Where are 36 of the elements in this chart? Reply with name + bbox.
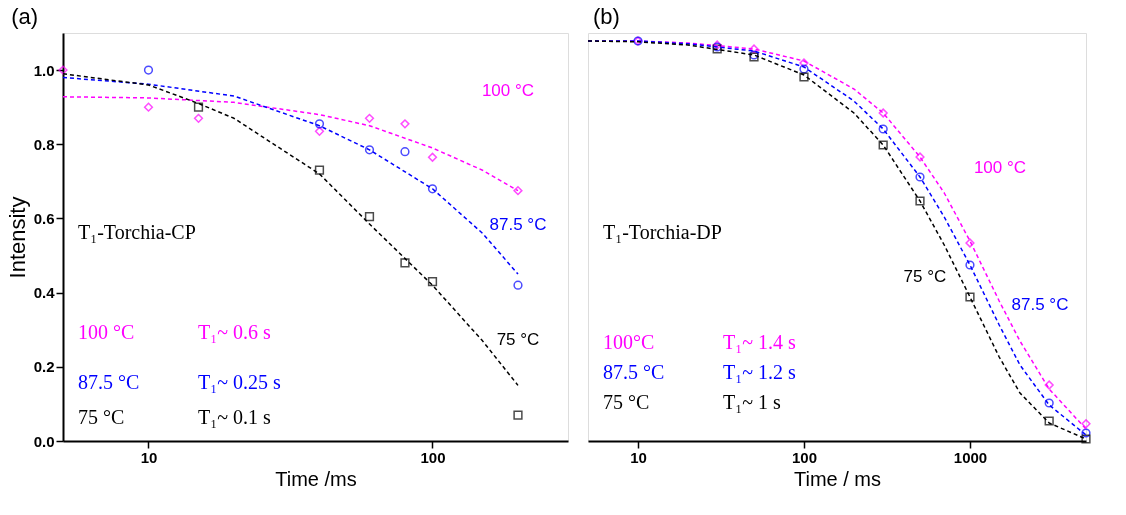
annotation: T₁-Torchia-CP [78, 221, 196, 243]
y-tick-label: 0.8 [33, 135, 55, 153]
x-axis-title: Time / ms [793, 467, 882, 490]
x-tick-label: 100 [420, 448, 446, 466]
annotation: T₁~ 0.6 s [198, 321, 272, 343]
annotation: 100°C [603, 331, 655, 353]
chart-title: (a) [11, 4, 39, 29]
annotation: T₁~ 0.1 s [198, 406, 272, 428]
x-tick-label: 100 [791, 448, 817, 466]
x-axis-title: Time /ms [275, 467, 357, 490]
y-tick-label: 0.4 [33, 284, 56, 302]
annotation: T₁-Torchia-DP [603, 221, 722, 243]
annotation: 75 °C [78, 406, 125, 428]
text: 100 °C [481, 80, 535, 100]
series-label: 75 °C [903, 267, 947, 286]
text: 87.5 °C [1011, 295, 1069, 314]
annotation: 100 °C [78, 321, 135, 343]
text: 100 °C [973, 158, 1027, 177]
y-axis-title: Intensity [4, 196, 30, 279]
text: 75 °C [496, 330, 540, 350]
text: 87.5 °C [489, 215, 547, 235]
annotation: T₁~ 0.25 s [198, 371, 282, 393]
y-tick-label: 0.0 [33, 432, 55, 450]
chart-title: (b) [593, 4, 620, 29]
annotation: 87.5 °C [78, 371, 140, 393]
x-tick-label: 1000 [953, 448, 988, 466]
y-tick-label: 1.0 [33, 61, 55, 79]
annotation: 87.5 °C [603, 361, 665, 383]
annotation: T₁~ 1 s [723, 391, 782, 413]
x-tick-label: 10 [630, 448, 647, 466]
x-tick-label: 10 [140, 448, 158, 466]
annotation: 75 °C [603, 391, 650, 413]
y-tick-label: 0.6 [33, 209, 55, 227]
annotation: T₁~ 1.4 s [723, 331, 797, 353]
y-tick-label: 0.2 [33, 358, 55, 376]
annotation: T₁~ 1.2 s [723, 361, 797, 383]
